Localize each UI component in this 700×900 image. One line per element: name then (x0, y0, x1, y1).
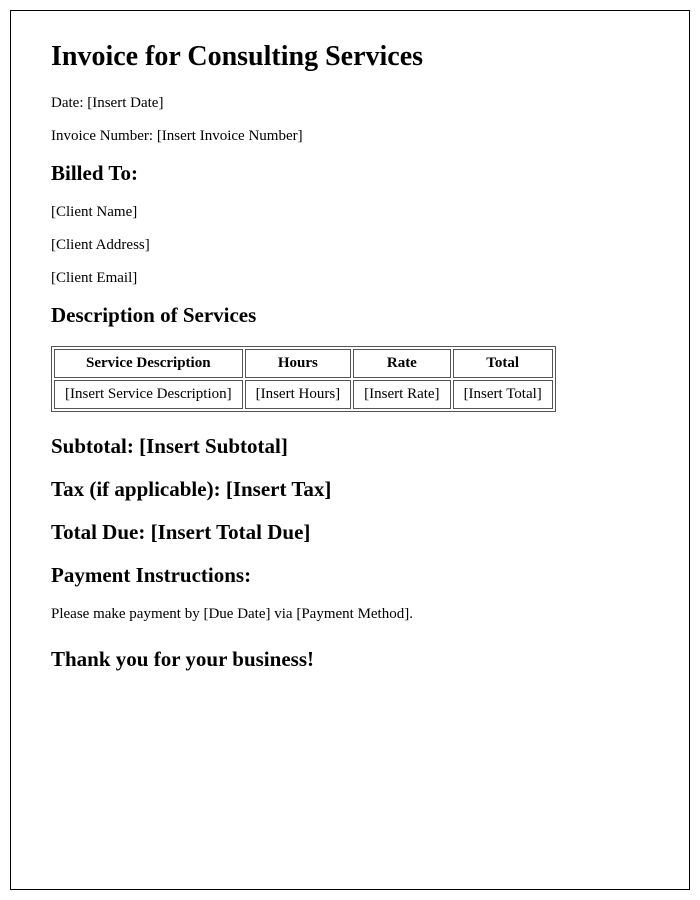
cell-total: [Insert Total] (453, 380, 553, 409)
billed-to-heading: Billed To: (51, 161, 649, 186)
subtotal-value: [Insert Subtotal] (139, 434, 288, 458)
thank-you: Thank you for your business! (51, 647, 649, 672)
cell-hours: [Insert Hours] (245, 380, 352, 409)
col-header-total: Total (453, 349, 553, 378)
col-header-description: Service Description (54, 349, 243, 378)
invoice-number-line: Invoice Number: [Insert Invoice Number] (51, 128, 649, 145)
services-heading: Description of Services (51, 303, 649, 328)
tax-label: Tax (if applicable): (51, 477, 221, 501)
invoice-page: Invoice for Consulting Services Date: [I… (10, 10, 690, 890)
table-header-row: Service Description Hours Rate Total (54, 349, 553, 378)
col-header-hours: Hours (245, 349, 352, 378)
subtotal-line: Subtotal: [Insert Subtotal] (51, 434, 649, 459)
date-value: [Insert Date] (87, 95, 163, 111)
invoice-number-value: [Insert Invoice Number] (157, 128, 303, 144)
invoice-title: Invoice for Consulting Services (51, 41, 649, 73)
invoice-number-label: Invoice Number: (51, 128, 153, 144)
date-label: Date: (51, 95, 83, 111)
cell-description: [Insert Service Description] (54, 380, 243, 409)
payment-heading: Payment Instructions: (51, 563, 649, 588)
col-header-rate: Rate (353, 349, 450, 378)
client-name: [Client Name] (51, 204, 649, 221)
client-email: [Client Email] (51, 270, 649, 287)
payment-text: Please make payment by [Due Date] via [P… (51, 606, 649, 623)
total-due-label: Total Due: (51, 520, 145, 544)
tax-line: Tax (if applicable): [Insert Tax] (51, 477, 649, 502)
total-due-line: Total Due: [Insert Total Due] (51, 520, 649, 545)
table-row: [Insert Service Description] [Insert Hou… (54, 380, 553, 409)
total-due-value: [Insert Total Due] (151, 520, 311, 544)
subtotal-label: Subtotal: (51, 434, 134, 458)
client-address: [Client Address] (51, 237, 649, 254)
date-line: Date: [Insert Date] (51, 95, 649, 112)
tax-value: [Insert Tax] (226, 477, 332, 501)
services-table: Service Description Hours Rate Total [In… (51, 346, 556, 412)
cell-rate: [Insert Rate] (353, 380, 450, 409)
